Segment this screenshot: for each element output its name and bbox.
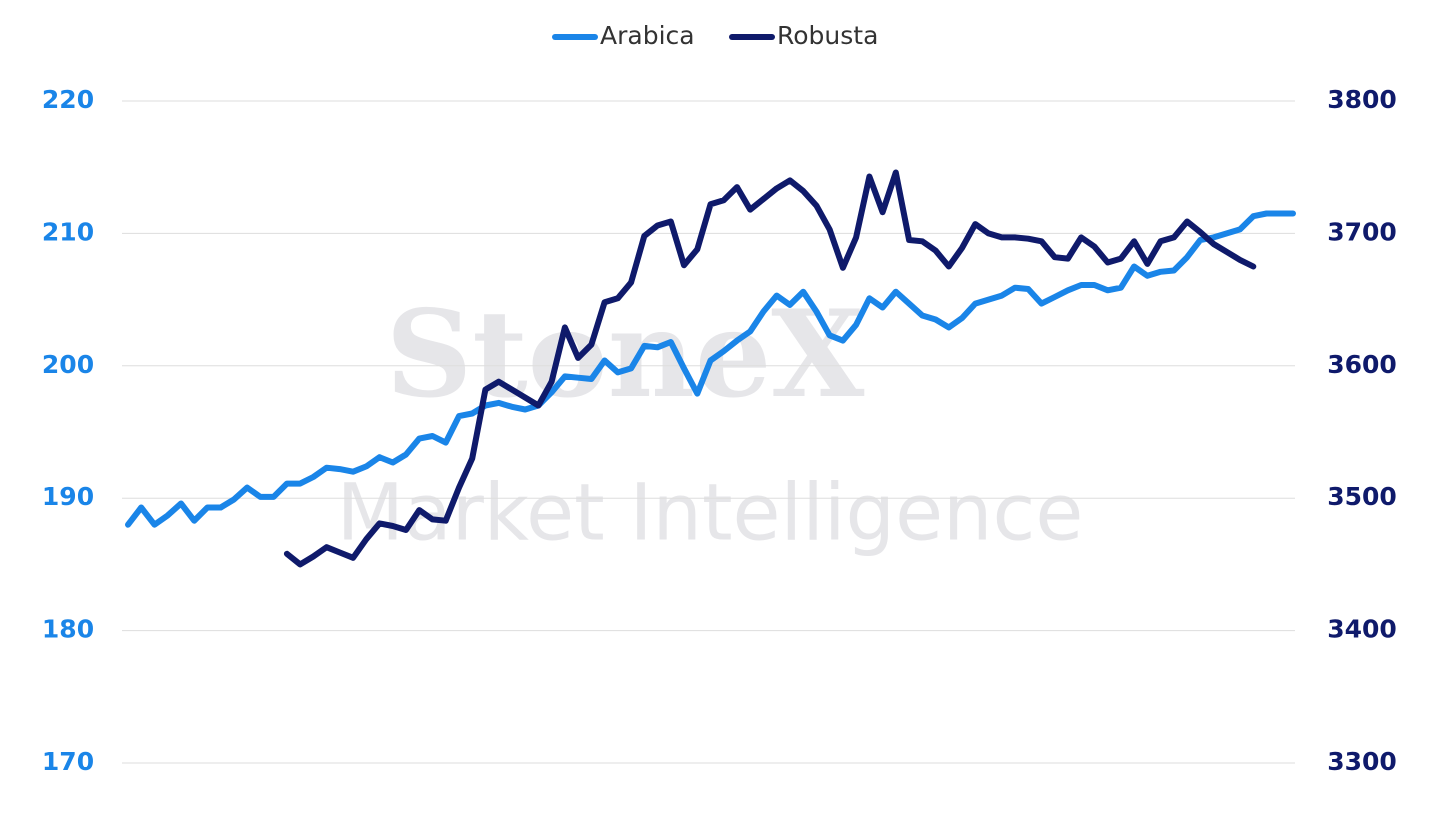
y-tick-label: 180 — [42, 615, 94, 644]
y-tick-label: 200 — [42, 350, 94, 379]
y2-tick-label: 3700 — [1327, 217, 1397, 246]
series-line — [283, 169, 1257, 568]
y-tick-label: 220 — [42, 85, 94, 114]
y2-tick-label: 3400 — [1327, 615, 1397, 644]
watermark-brand: StoneX — [386, 284, 865, 425]
y-tick-label: 210 — [42, 217, 94, 246]
legend-label: Robusta — [777, 21, 878, 50]
y-tick-label: 170 — [42, 747, 94, 776]
y2-tick-label: 3500 — [1327, 482, 1397, 511]
y2-tick-label: 3800 — [1327, 85, 1397, 114]
y-tick-label: 190 — [42, 482, 94, 511]
y2-tick-label: 3300 — [1327, 747, 1397, 776]
legend-label: Arabica — [600, 21, 695, 50]
legend: Arabica Robusta — [552, 21, 878, 50]
y2-tick-label: 3600 — [1327, 350, 1397, 379]
series-line — [125, 210, 1296, 528]
